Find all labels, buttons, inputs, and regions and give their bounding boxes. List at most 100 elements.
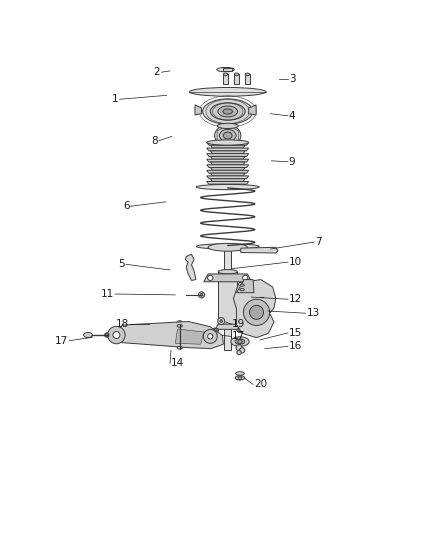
Polygon shape xyxy=(211,179,245,181)
Ellipse shape xyxy=(105,333,109,337)
Ellipse shape xyxy=(217,67,234,72)
Ellipse shape xyxy=(231,337,249,346)
Ellipse shape xyxy=(215,125,241,146)
Circle shape xyxy=(257,294,264,301)
Text: 18: 18 xyxy=(116,319,130,329)
Bar xyxy=(245,75,250,84)
Ellipse shape xyxy=(235,376,245,380)
Polygon shape xyxy=(185,254,196,280)
Polygon shape xyxy=(207,154,249,156)
Ellipse shape xyxy=(84,333,92,338)
Circle shape xyxy=(208,275,213,280)
Ellipse shape xyxy=(236,372,244,375)
Ellipse shape xyxy=(240,284,244,286)
Polygon shape xyxy=(218,272,237,324)
Ellipse shape xyxy=(177,325,182,327)
Polygon shape xyxy=(204,274,252,282)
Ellipse shape xyxy=(219,130,236,142)
Text: 12: 12 xyxy=(289,294,302,304)
Circle shape xyxy=(176,321,183,328)
Bar xyxy=(234,75,239,84)
Ellipse shape xyxy=(234,73,239,76)
Circle shape xyxy=(203,329,217,343)
Polygon shape xyxy=(175,329,204,344)
Polygon shape xyxy=(195,105,201,115)
Ellipse shape xyxy=(245,73,250,76)
Polygon shape xyxy=(207,165,249,167)
Circle shape xyxy=(238,328,242,332)
Text: 10: 10 xyxy=(289,257,302,267)
Ellipse shape xyxy=(208,244,247,251)
Text: 3: 3 xyxy=(289,74,296,84)
Bar xyxy=(223,75,228,84)
Text: 7: 7 xyxy=(315,237,321,247)
Ellipse shape xyxy=(177,346,182,349)
Polygon shape xyxy=(211,151,245,154)
Text: 5: 5 xyxy=(119,260,125,269)
Polygon shape xyxy=(237,280,254,293)
Ellipse shape xyxy=(237,328,243,333)
Circle shape xyxy=(208,334,213,339)
Ellipse shape xyxy=(212,328,219,333)
Polygon shape xyxy=(233,280,276,338)
Text: 19: 19 xyxy=(232,319,245,329)
Text: 15: 15 xyxy=(289,328,302,338)
Ellipse shape xyxy=(190,87,266,96)
Polygon shape xyxy=(211,156,245,159)
Text: 14: 14 xyxy=(171,358,184,368)
Text: 4: 4 xyxy=(289,111,296,121)
Polygon shape xyxy=(215,324,240,329)
Bar xyxy=(224,246,231,350)
Polygon shape xyxy=(207,181,249,184)
Text: 8: 8 xyxy=(151,136,158,146)
Ellipse shape xyxy=(210,103,245,120)
Ellipse shape xyxy=(196,244,259,249)
Ellipse shape xyxy=(209,185,247,189)
Ellipse shape xyxy=(223,73,228,76)
Ellipse shape xyxy=(235,339,245,344)
Circle shape xyxy=(238,376,242,379)
Polygon shape xyxy=(207,176,249,179)
Ellipse shape xyxy=(223,109,233,114)
Text: 17: 17 xyxy=(55,336,68,346)
Circle shape xyxy=(244,299,270,326)
Polygon shape xyxy=(111,321,223,349)
Text: 6: 6 xyxy=(123,201,130,211)
Circle shape xyxy=(218,318,225,325)
Circle shape xyxy=(198,292,205,298)
Polygon shape xyxy=(211,173,245,176)
Polygon shape xyxy=(207,159,249,162)
Polygon shape xyxy=(211,184,245,187)
Circle shape xyxy=(236,345,242,351)
Ellipse shape xyxy=(223,132,232,139)
Polygon shape xyxy=(207,148,249,151)
Circle shape xyxy=(178,323,181,326)
Circle shape xyxy=(220,320,223,322)
Circle shape xyxy=(250,305,264,319)
Ellipse shape xyxy=(196,184,259,190)
Polygon shape xyxy=(211,162,245,165)
Circle shape xyxy=(108,326,125,344)
Ellipse shape xyxy=(218,270,237,274)
Polygon shape xyxy=(211,146,245,148)
Text: 2: 2 xyxy=(153,67,160,77)
Ellipse shape xyxy=(217,123,238,128)
Circle shape xyxy=(200,294,203,296)
Text: 20: 20 xyxy=(254,379,267,390)
Circle shape xyxy=(240,348,245,353)
Circle shape xyxy=(106,334,108,336)
Text: 1: 1 xyxy=(112,94,119,104)
Ellipse shape xyxy=(240,288,244,290)
Text: 13: 13 xyxy=(306,308,320,318)
Text: 11: 11 xyxy=(101,289,114,299)
Polygon shape xyxy=(211,167,245,171)
Ellipse shape xyxy=(203,99,253,124)
Circle shape xyxy=(113,332,120,338)
Polygon shape xyxy=(223,68,232,71)
Polygon shape xyxy=(207,142,249,146)
Polygon shape xyxy=(207,171,249,173)
Polygon shape xyxy=(249,105,256,115)
Polygon shape xyxy=(241,247,278,253)
Ellipse shape xyxy=(207,140,249,145)
Circle shape xyxy=(214,328,217,332)
